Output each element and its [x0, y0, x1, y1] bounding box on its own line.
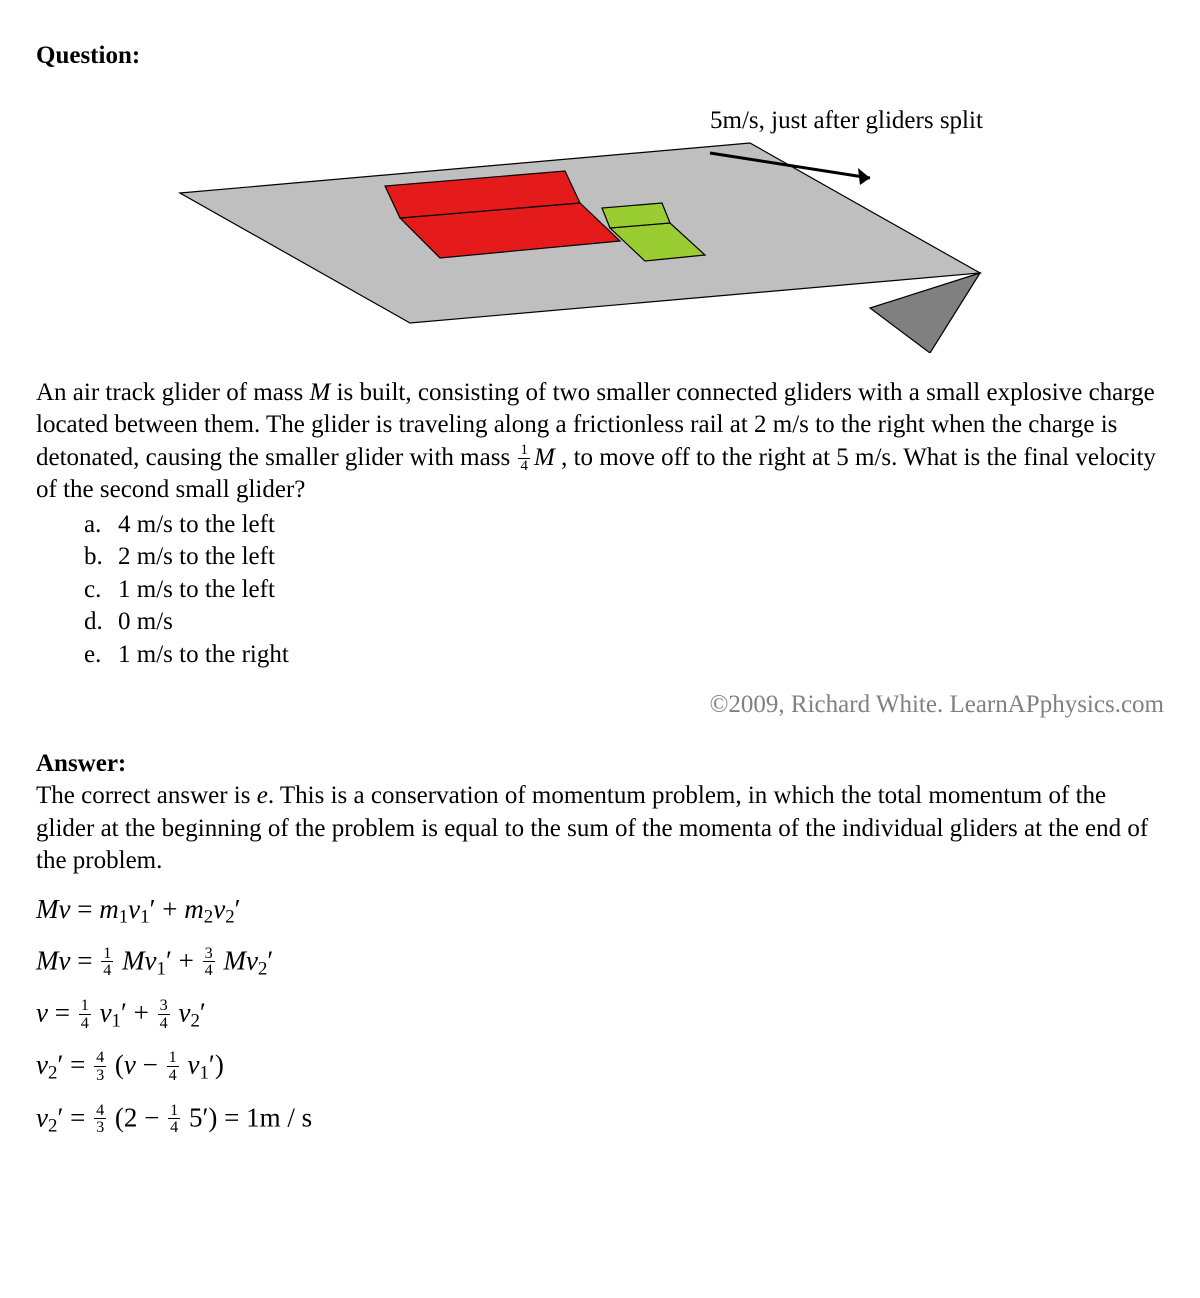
- choice-e: e.1 m/s to the right: [84, 639, 1164, 672]
- equation-5: v2′ = 43 (2 − 14 5′) = 1m / s: [36, 1102, 1164, 1136]
- choice-a: a.4 m/s to the left: [84, 509, 1164, 542]
- choice-c: c.1 m/s to the left: [84, 574, 1164, 607]
- answer-section: Answer: The correct answer is e. This is…: [36, 748, 1164, 878]
- equation-1: Mv = m1v1′ + m2v2′: [36, 896, 1164, 928]
- equation-4: v2′ = 43 (v − 14 v1′): [36, 1049, 1164, 1083]
- prompt-var-m: M: [310, 379, 331, 406]
- prompt-text: An air track glider of mass: [36, 379, 310, 406]
- choice-d: d.0 m/s: [84, 606, 1164, 639]
- answer-choices: a.4 m/s to the left b.2 m/s to the left …: [36, 509, 1164, 672]
- choice-b: b.2 m/s to the left: [84, 541, 1164, 574]
- answer-text: The correct answer is: [36, 782, 257, 809]
- copyright-text: ©2009, Richard White. LearnAPphysics.com: [36, 689, 1164, 722]
- prompt-var-m2: M: [534, 444, 555, 471]
- question-heading: Question:: [36, 40, 1164, 73]
- equation-2: Mv = 14 Mv1′ + 34 Mv2′: [36, 945, 1164, 979]
- fraction-quarter: 14: [518, 443, 530, 474]
- answer-heading: Answer:: [36, 750, 126, 777]
- question-prompt: An air track glider of mass M is built, …: [36, 377, 1164, 507]
- diagram-arrow-label: 5m/s, just after gliders split: [710, 107, 983, 134]
- answer-correct-letter: e: [257, 782, 268, 809]
- equation-3: v = 14 v1′ + 34 v2′: [36, 997, 1164, 1031]
- glider-diagram: 5m/s, just after gliders split: [36, 83, 1164, 353]
